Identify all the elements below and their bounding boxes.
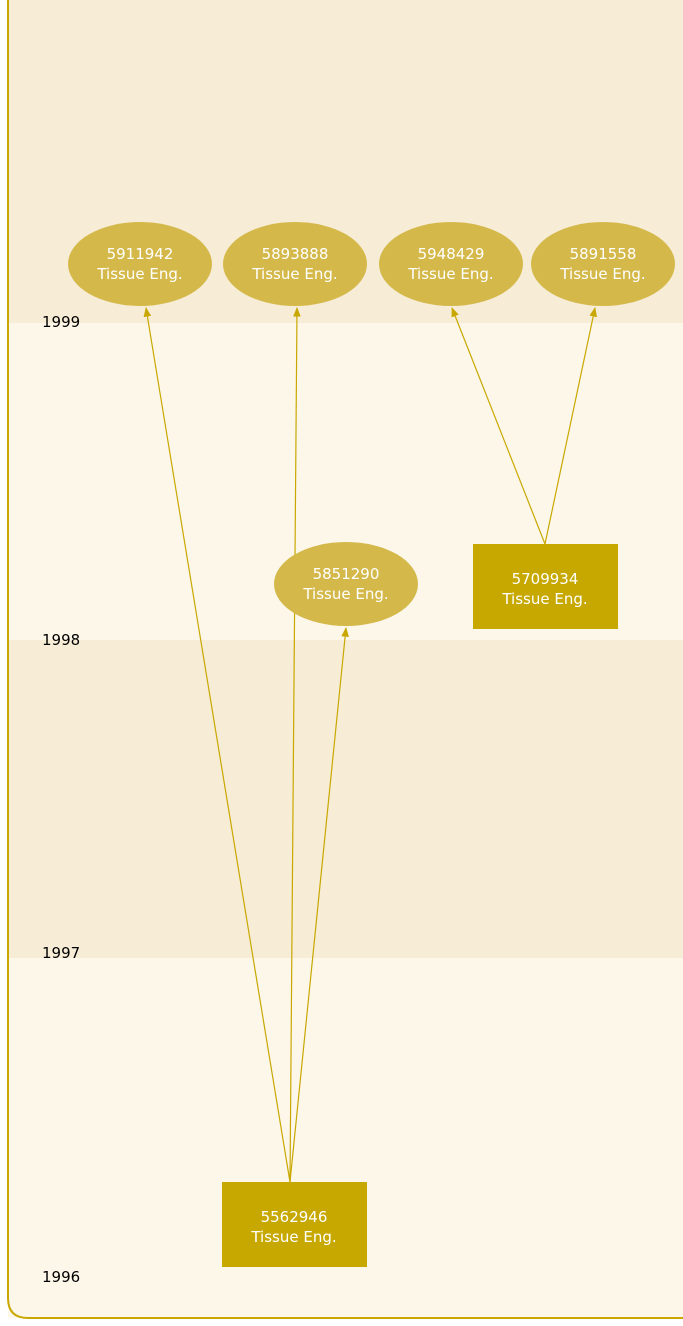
node-label: Tissue Eng.	[407, 265, 493, 283]
node[interactable]: 5911942 Tissue Eng.	[68, 222, 212, 306]
node[interactable]: 5948429 Tissue Eng.	[379, 222, 523, 306]
node-id: 5709934	[512, 570, 579, 588]
node-id: 5893888	[262, 245, 329, 263]
node-label: Tissue Eng.	[501, 590, 587, 608]
node-label: Tissue Eng.	[250, 1228, 336, 1246]
edge	[451, 307, 546, 545]
node-id: 5891558	[570, 245, 637, 263]
edge	[544, 307, 597, 545]
year-label: 1999	[42, 313, 80, 331]
year-label: 1997	[42, 944, 80, 962]
frame	[7, 0, 683, 1319]
node[interactable]: 5893888 Tissue Eng.	[223, 222, 367, 306]
node-id: 5911942	[107, 245, 174, 263]
node[interactable]: 5891558 Tissue Eng.	[531, 222, 675, 306]
node-shape	[222, 1182, 367, 1267]
node-shape	[274, 542, 418, 626]
node[interactable]: 5709934 Tissue Eng.	[473, 544, 618, 629]
node[interactable]: 5562946 Tissue Eng.	[222, 1182, 367, 1267]
node-id: 5948429	[418, 245, 485, 263]
node-shape	[531, 222, 675, 306]
node[interactable]: 5851290 Tissue Eng.	[274, 542, 418, 626]
edges	[143, 307, 597, 1183]
edge	[289, 627, 349, 1183]
node-shape	[473, 544, 618, 629]
edge	[143, 307, 291, 1183]
year-label: 1998	[42, 631, 80, 649]
node-label: Tissue Eng.	[251, 265, 337, 283]
node-id: 5851290	[313, 565, 380, 583]
node-shape	[68, 222, 212, 306]
year-label: 1996	[42, 1268, 80, 1286]
node-id: 5562946	[261, 1208, 328, 1226]
edge	[289, 307, 301, 1183]
node-label: Tissue Eng.	[302, 585, 388, 603]
node-shape	[223, 222, 367, 306]
band	[8, 640, 683, 958]
node-label: Tissue Eng.	[559, 265, 645, 283]
node-shape	[379, 222, 523, 306]
node-label: Tissue Eng.	[96, 265, 182, 283]
